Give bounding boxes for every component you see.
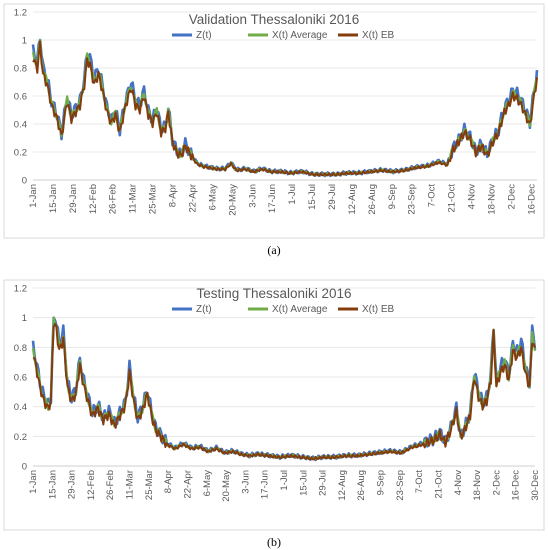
legend-label: X(t) Average — [272, 304, 328, 315]
x-tick-label: 15-Jan — [47, 470, 58, 499]
x-tick-label: 3-Jun — [240, 470, 251, 494]
legend-label: X(t) EB — [362, 304, 395, 315]
y-tick-label: 1 — [22, 36, 27, 47]
x-tick-label: 18-Nov — [486, 184, 497, 215]
x-tick-label: 11-Mar — [128, 184, 139, 213]
y-tick-label: 0 — [22, 176, 27, 187]
x-tick-label: 23-Sep — [395, 470, 406, 501]
x-tick-label: 6-May — [202, 470, 213, 497]
x-tick-label: 26-Aug — [367, 184, 378, 215]
x-tick-label: 21-Oct — [447, 184, 458, 213]
x-tick-label: 12-Aug — [337, 470, 348, 501]
x-tick-label: 29-Jul — [318, 470, 329, 496]
x-tick-label: 8-Apr — [163, 470, 174, 493]
chart-title: Testing Thessaloniki 2016 — [196, 286, 351, 301]
x-tick-label: 29-Jan — [68, 184, 79, 213]
chart-panel-validation: 0 0.2 0.4 0.6 0.8 1 1.2 1-Jan 15-Jan 29-Jan 12-Feb… — [0, 0, 548, 272]
chart-frame — [3, 279, 545, 531]
x-tick-label: 15-Jul — [298, 470, 309, 496]
x-tick-label: 15-Jul — [307, 184, 318, 210]
chart-panel-testing: 0 0.2 0.4 0.6 0.8 1 1.2 1-Jan 15-Jan 29-Jan 12-Feb… — [0, 276, 548, 550]
y-tick-label: 0 — [22, 462, 27, 473]
x-tick-label: 6-May — [207, 184, 218, 211]
x-tick-label: 12-Feb — [86, 470, 97, 500]
y-tick-label: 0.6 — [14, 92, 27, 103]
x-tick-label: 4-Nov — [467, 184, 478, 210]
x-tick-label: 7-Oct — [414, 470, 425, 494]
y-tick-label: 0.8 — [14, 64, 27, 75]
chart-title: Validation Thessaloniki 2016 — [189, 12, 360, 27]
x-tick-label: 18-Nov — [472, 470, 483, 501]
x-tick-label: 16-Dec — [511, 470, 522, 501]
series-line-zt — [31, 38, 539, 178]
chart-frame — [3, 3, 545, 239]
y-tick-label: 0.2 — [14, 432, 27, 443]
x-tick-label: 23-Sep — [407, 184, 418, 215]
x-tick-label: 30-Dec — [530, 470, 541, 501]
x-tick-label: 29-Jan — [67, 470, 78, 499]
x-tick-label: 7-Oct — [427, 184, 438, 208]
x-tick-label: 15-Jan — [48, 184, 59, 213]
x-tick-label: 29-Jul — [327, 184, 338, 210]
x-tick-label: 22-Apr — [182, 470, 193, 499]
x-tick-label: 3-Jun — [247, 184, 258, 208]
validation-chart: 0 0.2 0.4 0.6 0.8 1 1.2 1-Jan 15-Jan 29-Jan 12-Feb… — [3, 3, 545, 239]
x-tick-label: 26-Feb — [105, 470, 116, 500]
series-line-xt-eb — [32, 40, 538, 177]
x-tick-label: 17-Jun — [260, 470, 271, 499]
y-tick-label: 0.8 — [14, 343, 27, 354]
y-tick-label: 0.6 — [14, 373, 27, 384]
series-line-xt-eb — [32, 322, 536, 461]
y-tick-label: 1.2 — [14, 8, 27, 19]
x-tick-label: 25-Mar — [144, 470, 155, 500]
legend-label: Z(t) — [196, 30, 212, 41]
x-tick-label: 8-Apr — [168, 184, 179, 207]
x-tick-label: 20-May — [227, 184, 238, 216]
x-tick-label: 12-Aug — [347, 184, 358, 215]
y-tick-label: 1 — [22, 313, 27, 324]
y-tick-label: 1.2 — [14, 284, 27, 295]
series-line-zt — [31, 316, 537, 462]
x-tick-label: 21-Oct — [433, 470, 444, 499]
x-tick-label: 11-Mar — [125, 470, 136, 499]
x-tick-label: 2-Dec — [506, 184, 517, 210]
x-tick-label: 1-Jan — [28, 184, 39, 208]
y-tick-label: 0.2 — [14, 148, 27, 159]
x-tick-label: 1-Jul — [287, 184, 298, 205]
y-tick-label: 0.4 — [14, 120, 27, 131]
legend-label: X(t) Average — [272, 30, 328, 41]
x-tick-label: 9-Sep — [387, 184, 398, 209]
caption-b: (b) — [267, 535, 281, 549]
x-tick-label: 2-Dec — [491, 470, 502, 496]
legend-label: Z(t) — [196, 304, 212, 315]
caption-a: (a) — [267, 243, 281, 257]
x-tick-label: 20-May — [221, 470, 232, 502]
y-tick-label: 0.4 — [14, 402, 27, 413]
legend-label: X(t) EB — [362, 30, 395, 41]
x-tick-label: 9-Sep — [376, 470, 387, 495]
x-tick-label: 25-Mar — [148, 184, 159, 214]
x-tick-label: 12-Feb — [88, 184, 99, 214]
x-tick-label: 4-Nov — [453, 470, 464, 496]
x-tick-label: 22-Apr — [187, 184, 198, 213]
testing-chart: 0 0.2 0.4 0.6 0.8 1 1.2 1-Jan 15-Jan 29-Jan 12-Feb… — [3, 279, 545, 531]
x-tick-label: 1-Jul — [279, 470, 290, 491]
x-tick-label: 1-Jan — [28, 470, 39, 494]
x-tick-label: 26-Feb — [108, 184, 119, 214]
x-tick-label: 26-Aug — [356, 470, 367, 501]
series-line-xt-average — [31, 316, 537, 461]
x-tick-label: 17-Jun — [267, 184, 278, 213]
x-tick-label: 16-Dec — [526, 184, 537, 215]
